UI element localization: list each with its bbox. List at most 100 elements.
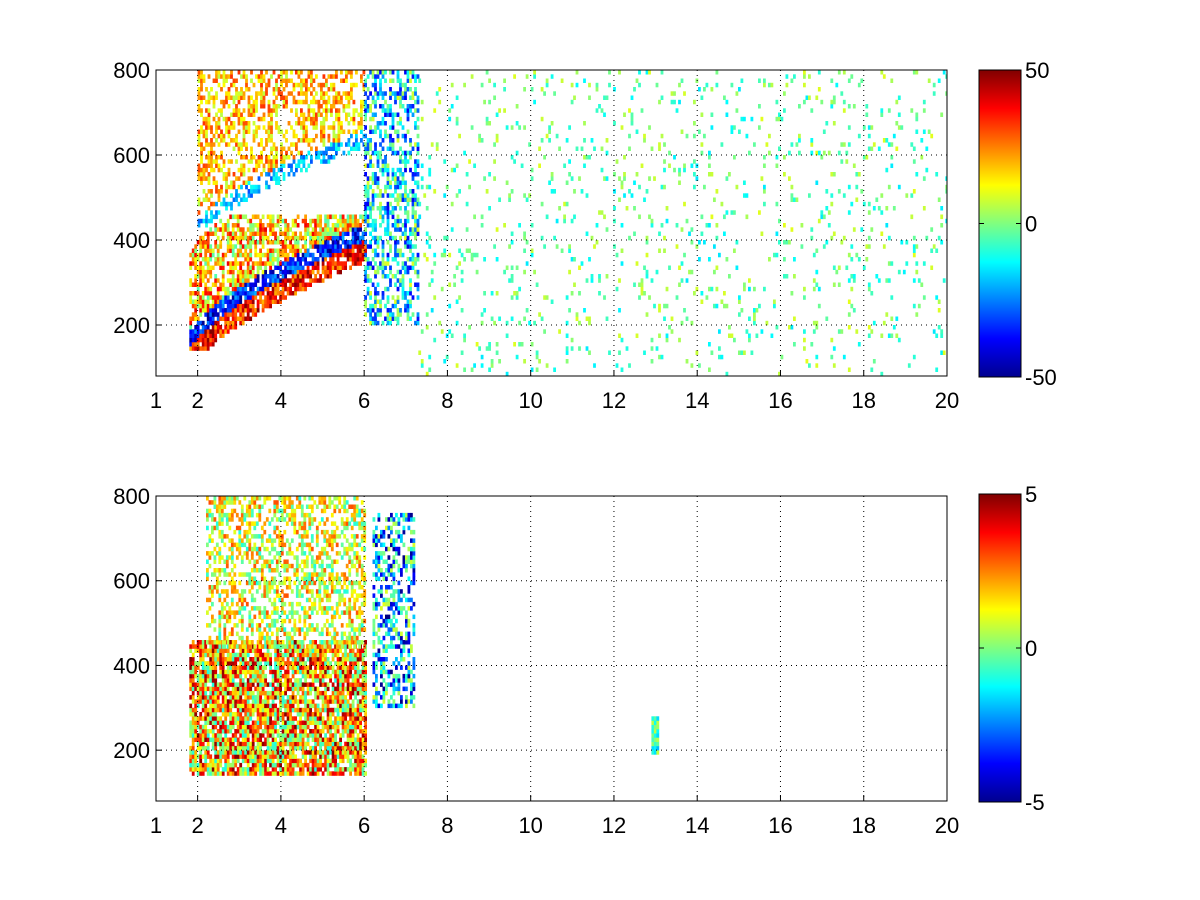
heatmap-cell (374, 227, 377, 232)
heatmap-cell (409, 316, 412, 321)
heatmap-cell (396, 121, 400, 126)
heatmap-cell (249, 729, 253, 734)
heatmap-cell (237, 70, 241, 75)
heatmap-cell (231, 720, 235, 725)
heatmap-cell (254, 707, 258, 713)
heatmap-cell (396, 252, 400, 258)
heatmap-cell (317, 82, 321, 88)
heatmap-cell (510, 316, 514, 321)
heatmap-cell (300, 125, 303, 130)
heatmap-cell (266, 299, 270, 304)
heatmap-cell (261, 741, 265, 747)
heatmap-cell (319, 274, 322, 279)
heatmap-cell (339, 261, 342, 266)
heatmap-cell (342, 108, 346, 113)
heatmap-cell (291, 771, 295, 776)
heatmap-cell (558, 146, 561, 151)
heatmap-cell (890, 295, 894, 300)
heatmap-cell (334, 248, 337, 253)
heatmap-cell (189, 295, 193, 300)
heatmap-cell (890, 155, 894, 160)
heatmap-cell (396, 133, 400, 139)
heatmap-cell (244, 720, 248, 725)
heatmap-cell (374, 112, 377, 117)
heatmap-cell (598, 210, 601, 215)
heatmap-cell (276, 286, 280, 292)
heatmap-cell (915, 261, 919, 266)
heatmap-cell (327, 99, 331, 105)
heatmap-cell (940, 333, 944, 338)
heatmap-cell (530, 342, 534, 347)
heatmap-cell (296, 703, 300, 709)
heatmap-cell (683, 91, 686, 96)
heatmap-cell (369, 244, 372, 249)
heatmap-cell (588, 155, 591, 160)
heatmap-cell (565, 346, 569, 351)
heatmap-cell (780, 116, 784, 122)
heatmap-cell (204, 640, 208, 645)
heatmap-cell (638, 184, 641, 190)
heatmap-cell (267, 172, 271, 177)
heatmap-cell (274, 724, 277, 730)
heatmap-cell (250, 193, 253, 198)
heatmap-cell (376, 320, 380, 326)
heatmap-cell (285, 74, 288, 79)
heatmap-cell (294, 661, 297, 666)
heatmap-cell (229, 278, 233, 283)
heatmap-cell (850, 286, 854, 292)
heatmap-cell (396, 261, 400, 266)
heatmap-cell (224, 682, 228, 687)
heatmap-cell (404, 193, 407, 198)
heatmap-cell (309, 235, 312, 241)
heatmap-cell (314, 218, 317, 224)
heatmap-cell (201, 690, 205, 696)
heatmap-cell (530, 248, 534, 253)
heatmap-cell (409, 167, 412, 173)
heatmap-cell (922, 108, 926, 113)
heatmap-cell (396, 214, 400, 220)
heatmap-cell (194, 648, 198, 653)
heatmap-cell (391, 91, 395, 96)
heatmap-cell (284, 669, 287, 675)
heatmap-cell (277, 167, 281, 173)
heatmap-cell (670, 329, 674, 334)
heatmap-cell (473, 252, 476, 258)
heatmap-cell (735, 108, 739, 113)
heatmap-cell (605, 316, 609, 321)
heatmap-cell (810, 138, 814, 143)
heatmap-cell (310, 146, 313, 151)
heatmap-cell (389, 91, 392, 96)
heatmap-cell (443, 359, 447, 364)
heatmap-cell (241, 767, 245, 772)
heatmap-cell (244, 737, 248, 742)
heatmap-cell (743, 193, 746, 198)
heatmap-cell (241, 771, 245, 776)
heatmap-cell (309, 269, 312, 275)
heatmap-cell (301, 282, 305, 287)
heatmap-cell (773, 299, 776, 304)
heatmap-cell (216, 299, 220, 304)
heatmap-cell (256, 720, 260, 725)
heatmap-cell (355, 138, 358, 143)
heatmap-cell (211, 678, 215, 683)
heatmap-cell (204, 303, 208, 309)
heatmap-cell (409, 197, 412, 202)
x-tick-label: 1 (150, 388, 162, 413)
heatmap-cell (885, 138, 889, 143)
heatmap-cell (214, 750, 218, 755)
heatmap-cell (319, 248, 322, 253)
heatmap-cell (286, 223, 290, 228)
heatmap-cell (563, 214, 566, 220)
heatmap-cell (201, 329, 205, 334)
heatmap-cell (870, 329, 874, 334)
heatmap-cell (199, 299, 203, 304)
heatmap-cell (351, 227, 355, 232)
heatmap-cell (196, 724, 200, 730)
heatmap-cell (810, 342, 814, 347)
heatmap-cell (219, 648, 223, 653)
heatmap-cell (264, 695, 267, 700)
heatmap-cell (214, 699, 218, 704)
heatmap-cell (199, 648, 203, 653)
heatmap-cell (322, 125, 326, 130)
heatmap-cell (216, 244, 220, 249)
